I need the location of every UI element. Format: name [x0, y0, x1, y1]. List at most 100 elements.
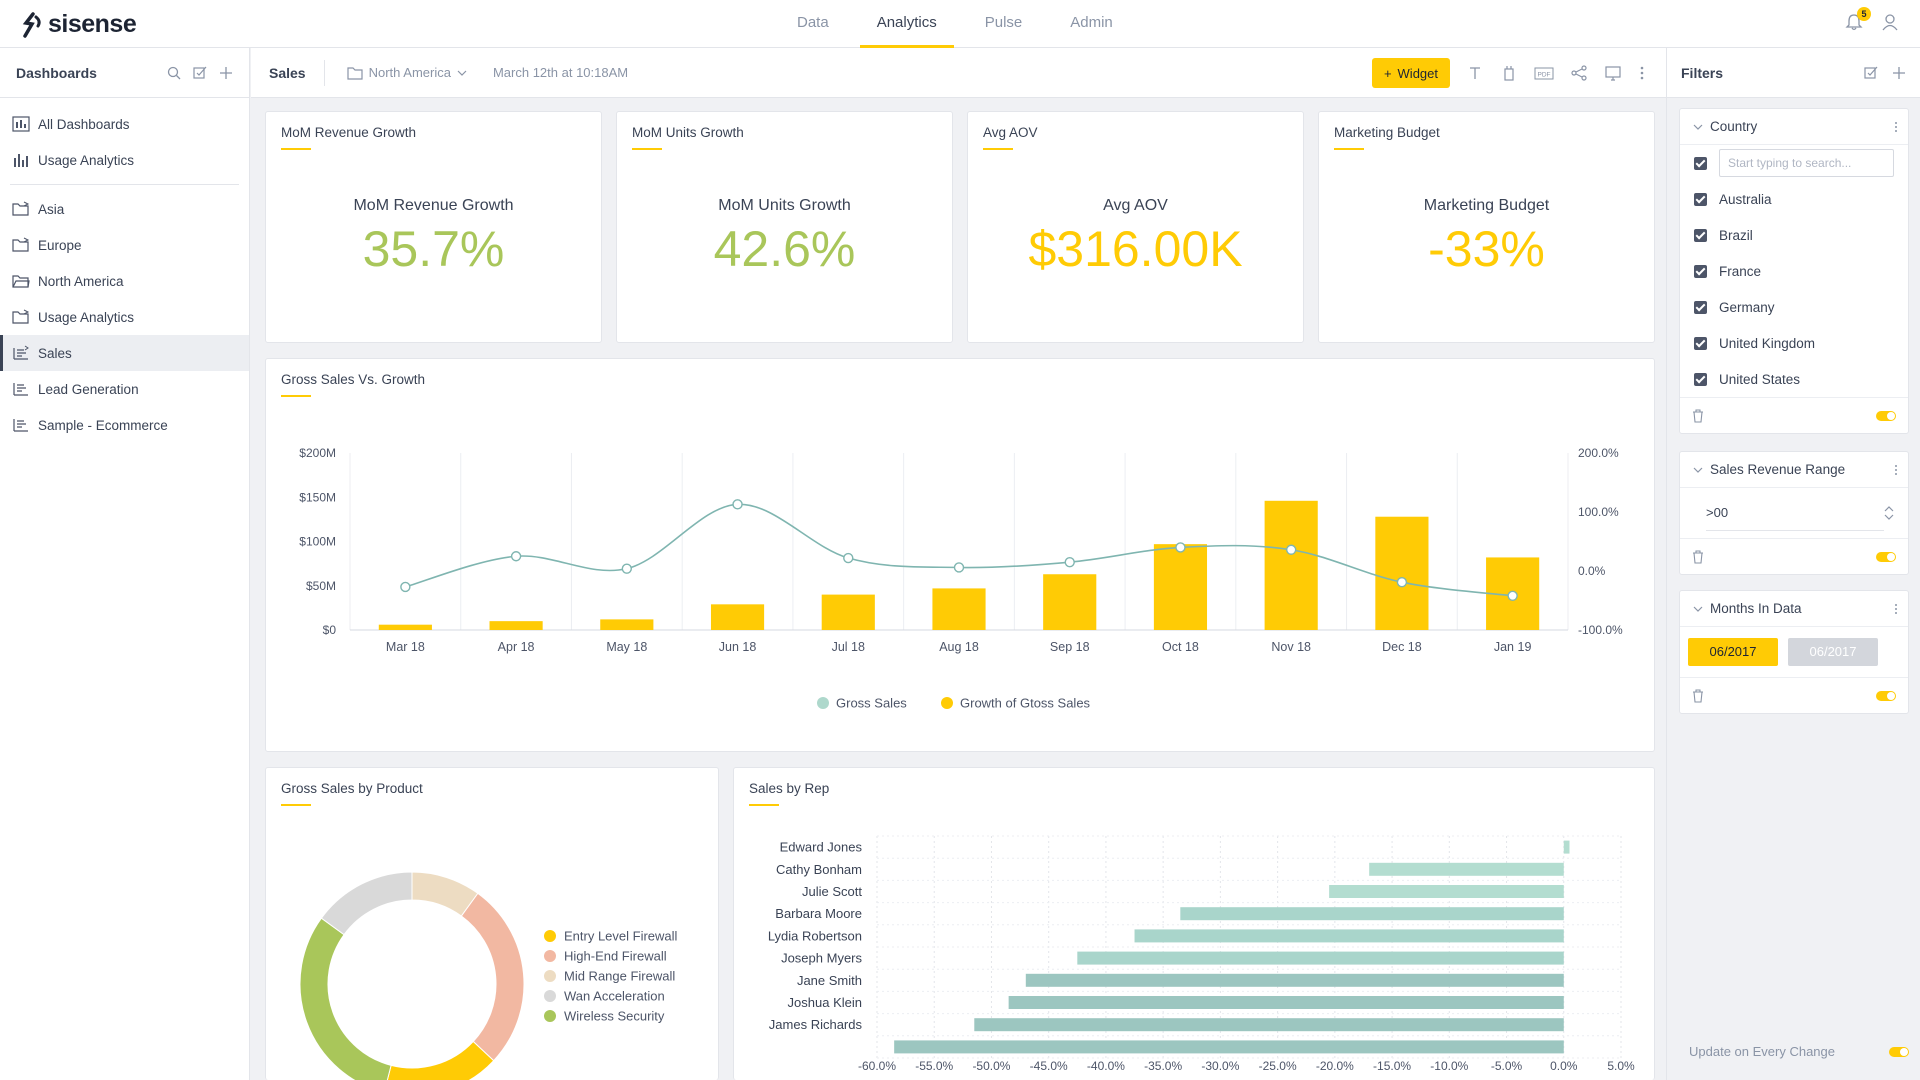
- kpi-card-units-growth[interactable]: MoM Units Growth MoM Units Growth 42.6%: [616, 111, 953, 343]
- sidebar-item-all-dashboards[interactable]: All Dashboards: [0, 106, 249, 142]
- country-option-uk[interactable]: United Kingdom: [1680, 325, 1908, 361]
- dashboard-icon: [12, 417, 30, 433]
- more-options-icon[interactable]: [1894, 602, 1898, 616]
- rep-bar: [1564, 841, 1570, 854]
- folder-selector[interactable]: North America: [347, 65, 467, 80]
- country-search-input[interactable]: Start typing to search...: [1719, 149, 1894, 177]
- filter-toggle[interactable]: [1876, 411, 1896, 421]
- dashboard-title: Sales: [251, 60, 325, 86]
- option-label: Germany: [1719, 300, 1775, 315]
- add-filter-icon[interactable]: [1892, 66, 1906, 80]
- gross-sales-point: [955, 563, 964, 572]
- sales-by-rep-widget[interactable]: Sales by Rep -60.0% -55.0% -50.0% -45.0% -40…: [733, 767, 1655, 1080]
- option-label: Australia: [1719, 192, 1772, 207]
- more-options-icon[interactable]: [1894, 120, 1898, 134]
- checkbox[interactable]: [1694, 193, 1707, 206]
- search-icon[interactable]: [167, 66, 181, 80]
- sidebar-item-usage-analytics[interactable]: Usage Analytics: [0, 142, 249, 178]
- growth-bar: [711, 604, 764, 630]
- y2-tick-label: -100.0%: [1578, 623, 1623, 637]
- filter-header[interactable]: Country: [1680, 109, 1908, 145]
- sidebar-item-sample-ecommerce[interactable]: Sample - Ecommerce: [0, 407, 249, 443]
- gross-sales-point: [512, 552, 521, 561]
- checkbox[interactable]: [1694, 265, 1707, 278]
- rep-name: Cathy Bonham: [776, 862, 862, 877]
- sidebar-item-label: Lead Generation: [38, 382, 139, 397]
- range-value[interactable]: >00: [1706, 495, 1884, 531]
- sidebar-item-north-america[interactable]: North America: [0, 263, 249, 299]
- text-icon[interactable]: [1466, 64, 1484, 82]
- range-value-row: >00: [1680, 488, 1908, 538]
- x-tick-label: May 18: [606, 640, 647, 654]
- brand-name: sisense: [48, 10, 136, 39]
- gross-sales-growth-widget[interactable]: Gross Sales Vs. Growth $200M $150M $100M $5…: [265, 358, 1655, 752]
- more-options-icon[interactable]: [1894, 463, 1898, 477]
- legend-marker: [941, 697, 953, 709]
- present-icon[interactable]: [1604, 64, 1622, 82]
- data-source-icon[interactable]: [1500, 64, 1518, 82]
- filter-toggle[interactable]: [1876, 552, 1896, 562]
- tab-admin[interactable]: Admin: [1053, 0, 1130, 48]
- tab-data[interactable]: Data: [780, 0, 846, 48]
- rep-bar: [1180, 907, 1563, 920]
- widget-title: MoM Units Growth: [632, 125, 744, 140]
- add-icon[interactable]: [219, 66, 233, 80]
- rep-name: Joseph Myers: [781, 951, 862, 966]
- product-sales-widget[interactable]: Gross Sales by Product Entry Level Firew…: [265, 767, 719, 1080]
- update-setting: Update on Every Change: [1689, 1044, 1909, 1059]
- country-option-australia[interactable]: Australia: [1680, 181, 1908, 217]
- country-option-brazil[interactable]: Brazil: [1680, 217, 1908, 253]
- x-tick-label: Jan 19: [1494, 640, 1532, 654]
- stepper-icon[interactable]: [1884, 505, 1894, 521]
- trash-icon[interactable]: [1692, 550, 1704, 564]
- sidebar-item-usage-analytics-folder[interactable]: Usage Analytics: [0, 299, 249, 335]
- edit-check-icon[interactable]: [193, 66, 207, 80]
- more-options-icon[interactable]: [1638, 64, 1646, 82]
- gross-sales-point: [622, 564, 631, 573]
- dashboard-shared-icon: [12, 345, 30, 361]
- kpi-card-revenue-growth[interactable]: MoM Revenue Growth MoM Revenue Growth 35…: [265, 111, 602, 343]
- filter-toggle[interactable]: [1876, 691, 1896, 701]
- pdf-icon[interactable]: PDF: [1534, 64, 1554, 82]
- checkbox[interactable]: [1694, 337, 1707, 350]
- edit-check-icon[interactable]: [1864, 66, 1878, 80]
- add-widget-button[interactable]: + Widget: [1372, 58, 1450, 88]
- notifications-button[interactable]: 5: [1844, 12, 1866, 34]
- x-tick-label: -40.0%: [1087, 1059, 1125, 1073]
- country-option-france[interactable]: France: [1680, 253, 1908, 289]
- update-label: Update on Every Change: [1689, 1044, 1835, 1059]
- country-option-us[interactable]: United States: [1680, 361, 1908, 397]
- sidebar-item-sales[interactable]: Sales: [0, 335, 249, 371]
- option-label: Brazil: [1719, 228, 1753, 243]
- y-tick-label: $50M: [306, 579, 336, 593]
- filter-header[interactable]: Months In Data: [1680, 591, 1908, 627]
- user-menu-button[interactable]: [1880, 12, 1900, 37]
- select-all-checkbox[interactable]: [1694, 157, 1707, 170]
- filter-footer: [1680, 677, 1908, 713]
- date-from[interactable]: 06/2017: [1688, 638, 1778, 666]
- filter-header[interactable]: Sales Revenue Range: [1680, 452, 1908, 488]
- sidebar-item-europe[interactable]: Europe: [0, 227, 249, 263]
- sisense-logo[interactable]: sisense: [20, 10, 136, 39]
- sidebar-item-lead-generation[interactable]: Lead Generation: [0, 371, 249, 407]
- y-tick-label: $100M: [299, 535, 336, 549]
- filter-footer: [1680, 397, 1908, 433]
- share-icon[interactable]: [1570, 64, 1588, 82]
- kpi-card-marketing-budget[interactable]: Marketing Budget Marketing Budget -33%: [1318, 111, 1655, 343]
- checkbox[interactable]: [1694, 229, 1707, 242]
- legend-label: High-End Firewall: [564, 949, 667, 964]
- kpi-card-avg-aov[interactable]: Avg AOV Avg AOV $316.00K: [967, 111, 1304, 343]
- checkbox[interactable]: [1694, 373, 1707, 386]
- date-to[interactable]: 06/2017: [1788, 638, 1878, 666]
- growth-bar: [1043, 574, 1096, 630]
- trash-icon[interactable]: [1692, 409, 1704, 423]
- country-option-germany[interactable]: Germany: [1680, 289, 1908, 325]
- growth-bar: [1265, 501, 1318, 630]
- dashboards-sidebar: Dashboards All Dashboards Usage Analytic…: [0, 48, 250, 1080]
- tab-pulse[interactable]: Pulse: [968, 0, 1040, 48]
- checkbox[interactable]: [1694, 301, 1707, 314]
- tab-analytics[interactable]: Analytics: [860, 0, 954, 48]
- update-toggle[interactable]: [1889, 1047, 1909, 1057]
- trash-icon[interactable]: [1692, 689, 1704, 703]
- sidebar-item-asia[interactable]: Asia: [0, 191, 249, 227]
